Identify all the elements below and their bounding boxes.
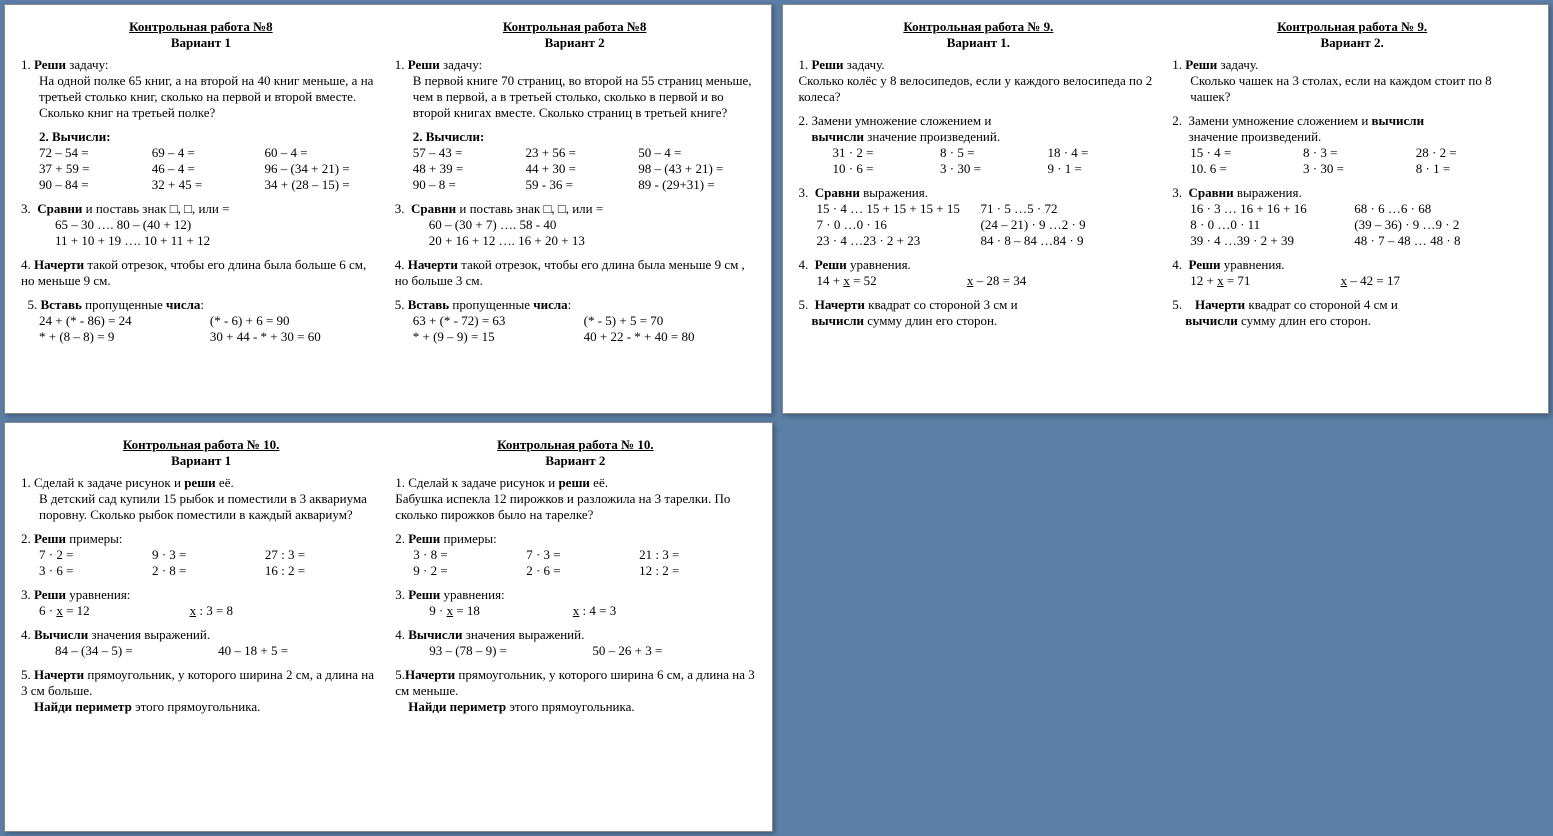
title: Контрольная работа №8 [21,19,381,35]
slide-empty [783,422,1550,832]
kr10-v1: Контрольная работа № 10. Вариант 1 1. Сд… [21,437,381,723]
rest: задачу: [66,57,109,72]
task-3: 3. Сравни и поставь знак □, □, или = 60 … [395,201,755,249]
task-3: 3. Сравни выражения. 16 · 3 … 16 + 16 + … [1172,185,1532,249]
kr9-v1: Контрольная работа № 9. Вариант 1. 1. Ре… [799,19,1159,337]
lead: Вычисли: [52,129,111,144]
task-3: 3. Сравни выражения. 15 · 4 … 15 + 15 + … [799,185,1159,249]
task-2: 2. Реши примеры: 7 · 2 =9 · 3 =27 : 3 = … [21,531,381,579]
task-5: 5. Начерти прямоугольник, у которого шир… [21,667,381,715]
task-1: 1. Сделай к задаче рисунок и реши её. В … [21,475,381,523]
calc-row: 37 + 59 =46 – 4 =96 – (34 + 21) = [21,161,381,177]
compare-line: 65 – 30 …. 80 – (40 + 12) [21,217,381,233]
task-1: 1. Реши задачу: В первой книге 70 страни… [395,57,755,121]
task-5: 5. Вставь пропущенные числа: 63 + (* - 7… [395,297,755,345]
task-2: 2. Вычисли: 57 – 43 =23 + 56 =50 – 4 = 4… [395,129,755,193]
task-4: 4. Реши уравнения. 14 + x = 52x – 28 = 3… [799,257,1159,289]
slide-kr9: Контрольная работа № 9. Вариант 1. 1. Ре… [782,4,1550,414]
slides-row-1: Контрольная работа №8 Вариант 1 1. Реши … [0,0,1553,418]
task-3: 3. Реши уравнения: 6 · x = 12x : 3 = 8 [21,587,381,619]
task-2: 2. Замени умножение сложением и вычисли … [1172,113,1532,177]
rest: и поставь знак □, □, или = [82,201,229,216]
kr8-v1: Контрольная работа №8 Вариант 1 1. Реши … [21,19,381,353]
task-4: 4. Начерти такой отрезок, чтобы его длин… [21,257,381,289]
slide-kr10: Контрольная работа № 10. Вариант 1 1. Сд… [4,422,773,832]
body: На одной полке 65 книг, а на второй на 4… [21,73,381,121]
kr9-v2: Контрольная работа № 9. Вариант 2. 1. Ре… [1172,19,1532,337]
calc-row: 90 – 84 =32 + 45 =34 + (28 – 15) = [21,177,381,193]
task-5: 5. Вставь пропущенные числа: 24 + (* - 8… [21,297,381,345]
calc-row: 72 – 54 =69 – 4 =60 – 4 = [21,145,381,161]
task-2: 2. Реши примеры: 3 · 8 =7 · 3 =21 : 3 = … [395,531,755,579]
task-3: 3. Реши уравнения: 9 · x = 18x : 4 = 3 [395,587,755,619]
task-5: 5. Начерти квадрат со стороной 3 см и вы… [799,297,1159,329]
title: Контрольная работа №8 [395,19,755,35]
lead: Реши [34,57,66,72]
slides-row-2: Контрольная работа № 10. Вариант 1 1. Сд… [0,418,1553,836]
task-5: 5.Начерти прямоугольник, у которого шири… [395,667,755,715]
compare-line: 11 + 10 + 19 …. 10 + 11 + 12 [21,233,381,249]
task-1: 1. Сделай к задаче рисунок и реши её. Ба… [395,475,755,523]
subtitle: Вариант 1 [21,35,381,51]
fill-row: * + (8 – 8) = 930 + 44 - * + 30 = 60 [21,329,381,345]
task-5: 5. Начерти квадрат со стороной 4 см и вы… [1172,297,1532,329]
slide-kr8: Контрольная работа №8 Вариант 1 1. Реши … [4,4,772,414]
kr8-v2: Контрольная работа №8 Вариант 2 1. Реши … [395,19,755,353]
lead: Сравни [37,201,82,216]
lead: Начерти [34,257,84,272]
task-4: 4. Реши уравнения. 12 + x = 71x – 42 = 1… [1172,257,1532,289]
task-1: 1. Реши задачу. Сколько чашек на 3 стола… [1172,57,1532,105]
task-2: 2. Вычисли: 72 – 54 =69 – 4 =60 – 4 = 37… [21,129,381,193]
task-4: 4. Вычисли значения выражений. 93 – (78 … [395,627,755,659]
task-4: 4. Начерти такой отрезок, чтобы его длин… [395,257,755,289]
task-3: 3. Сравни и поставь знак □, □, или = 65 … [21,201,381,249]
fill-row: 24 + (* - 86) = 24(* - 6) + 6 = 90 [21,313,381,329]
kr10-v2: Контрольная работа № 10. Вариант 2 1. Сд… [395,437,755,723]
task-1: 1. Реши задачу: На одной полке 65 книг, … [21,57,381,121]
task-4: 4. Вычисли значения выражений. 84 – (34 … [21,627,381,659]
task-2: 2. Замени умножение сложением и вычисли … [799,113,1159,177]
subtitle: Вариант 2 [395,35,755,51]
task-1: 1. Реши задачу. Сколько колёс у 8 велоси… [799,57,1159,105]
